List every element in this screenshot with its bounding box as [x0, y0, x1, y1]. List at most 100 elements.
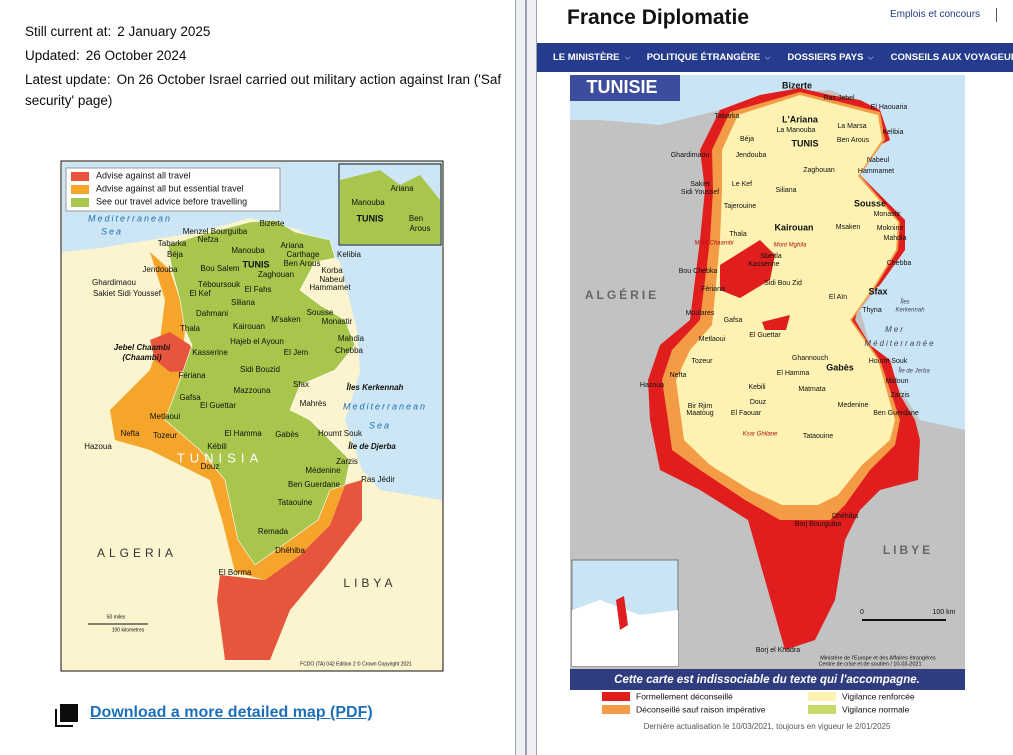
place-label: Sbeitla — [760, 253, 782, 260]
label: Still current at: — [25, 24, 112, 39]
place-label: Manouba — [231, 246, 265, 255]
place-label: Dhéhiba — [832, 513, 858, 520]
status-line: Still current at: 2 January 2025 — [25, 24, 210, 39]
download-link[interactable]: Download a more detailed map (PDF) — [60, 704, 373, 722]
place-label: Dahmani — [196, 309, 228, 318]
place-label: Tozeur — [691, 358, 713, 365]
uk-map — [60, 160, 444, 672]
place-label: Ghardimaou — [92, 278, 136, 287]
place-label: LIBYE — [883, 543, 933, 557]
place-label: El Guettar — [749, 332, 781, 339]
place-label: Mediterranean — [88, 213, 172, 223]
place-label: Menzel Bourguiba — [183, 227, 248, 236]
place-label: Sousse — [854, 198, 886, 208]
place-label: Sakiet Sidi Youssef — [93, 289, 162, 298]
place-label: (Chaambi) — [122, 353, 161, 362]
place-label: Ghardimaou — [671, 152, 710, 159]
legend-label: Déconseillé sauf raison impérative — [636, 704, 766, 714]
status-line: Latest update: On 26 October Israel carri… — [25, 72, 513, 87]
place-label: Gafsa — [179, 393, 201, 402]
site-title[interactable]: France Diplomatie — [567, 6, 750, 29]
place-label: Hajeb el Ayoun — [230, 337, 284, 346]
place-label: Zarzis — [890, 392, 910, 399]
status-line: Updated: 26 October 2024 — [25, 48, 186, 63]
place-label: El Kef — [189, 289, 211, 298]
place-label: Jebel Chaambi — [114, 343, 171, 352]
place-label: Mer — [885, 325, 905, 334]
place-label: Kelibia — [337, 250, 362, 259]
place-label: Zarzis — [336, 457, 358, 466]
place-label: Fériana — [178, 371, 206, 380]
place-label: Mont Mghila — [774, 243, 807, 249]
nav-item[interactable]: POLITIQUE ÉTRANGÈRE — [647, 52, 772, 63]
label: Latest update: — [25, 72, 111, 87]
place-label: Béja — [167, 250, 184, 259]
place-label: Bizerte — [782, 80, 812, 90]
inset-label: Manouba — [351, 198, 385, 207]
place-label: Zaghouan — [258, 270, 294, 279]
window-divider — [515, 0, 537, 755]
place-label: Le Kef — [732, 181, 752, 188]
place-label: Îles Kerkennah — [347, 383, 404, 392]
legend-label: Vigilance normale — [842, 704, 910, 714]
label: Updated: — [25, 48, 80, 63]
nav-item[interactable]: DOSSIERS PAYS — [787, 52, 874, 63]
place-label: TUNIS — [243, 259, 270, 269]
place-label: Zaghouan — [803, 167, 835, 174]
place-label: La Manouba — [777, 127, 816, 134]
place-label: Sea — [369, 420, 391, 430]
link-text: Download a more detailed map (PDF) — [90, 704, 373, 721]
inset-label: TUNIS — [357, 213, 384, 223]
place-label: Chebba — [335, 346, 364, 355]
place-label: Midoun — [886, 378, 909, 385]
place-label: El Aïn — [829, 294, 847, 301]
place-label: L'Ariana — [782, 114, 819, 124]
place-label: Île de Jerba — [898, 368, 930, 375]
place-label: Ksar Ghilane — [743, 432, 778, 438]
place-label: Tataouine — [278, 498, 313, 507]
place-label: Ben Arous — [284, 259, 321, 268]
place-label: Houmt Souk — [318, 429, 363, 438]
legend-label: Advise against all but essential travel — [96, 183, 244, 193]
place-label: Bir Rjim — [688, 403, 713, 410]
inset-label: Arous — [410, 224, 431, 233]
place-label: Ras Jédir — [361, 475, 395, 484]
scale-label: 50 miles — [107, 614, 126, 620]
top-link[interactable]: Emplois et concours — [890, 9, 981, 20]
nav-item[interactable]: CONSEILS AUX VOYAGEURS — [891, 52, 1013, 63]
legend-label: Vigilance renforcée — [842, 691, 915, 701]
place-label: Tataouine — [803, 433, 833, 440]
place-label: Fériana — [701, 286, 725, 293]
nav-item[interactable]: LE MINISTÈRE — [553, 52, 631, 63]
place-label: TUNIS — [792, 138, 819, 148]
place-label: Mont Chaambi — [694, 241, 734, 247]
place-label: Nefta — [120, 429, 140, 438]
place-label: Ben Guerdane — [288, 480, 341, 489]
place-label: Sfax — [868, 286, 887, 296]
place-label: Tozeur — [153, 431, 177, 440]
place-label: Gafsa — [724, 317, 743, 324]
place-label: Nefza — [198, 235, 219, 244]
place-label: Sakiet — [690, 181, 710, 188]
inset-label: Ben — [409, 214, 423, 223]
place-label: Siliana — [775, 187, 796, 194]
place-label: Korba — [321, 266, 343, 275]
nav-bar: LE MINISTÈRE POLITIQUE ÉTRANGÈRE DOSSIERS … — [537, 43, 1013, 72]
place-label: Tabarka — [715, 113, 740, 120]
scale-label: 100 km — [933, 609, 956, 616]
place-label: M'saken — [271, 315, 301, 324]
status-line: security' page) — [25, 93, 113, 108]
france-map — [570, 75, 965, 714]
place-label: ALGÉRIE — [585, 287, 659, 302]
place-label: Ben Arous — [837, 137, 870, 144]
place-label: Nabeul — [867, 157, 890, 164]
place-label: Hammamet — [309, 283, 351, 292]
place-label: Nefta — [670, 372, 687, 379]
place-label: Thala — [180, 324, 201, 333]
place-label: Méditerranée — [864, 339, 935, 348]
place-label: Kasserine — [192, 348, 228, 357]
credit: Ministère de l'Europe et des Affaires ét… — [820, 655, 936, 661]
place-label: Bizerte — [260, 219, 285, 228]
place-label: Kairouan — [774, 222, 813, 232]
place-label: El Hamma — [777, 370, 810, 377]
